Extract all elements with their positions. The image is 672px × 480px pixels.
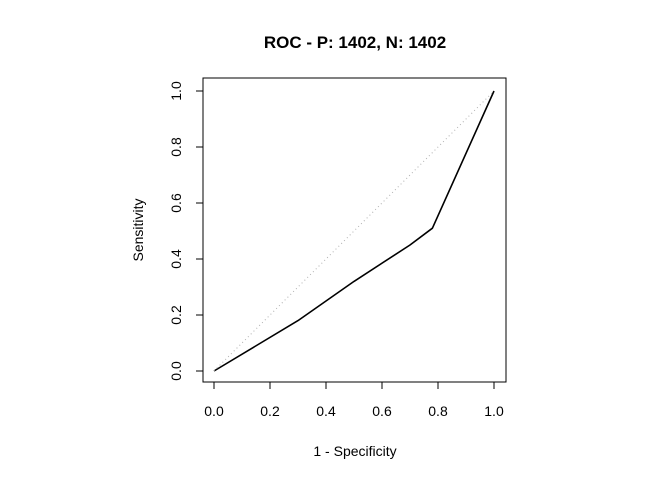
x-tick-label: 1.0 bbox=[484, 403, 504, 419]
y-tick-label: 1.0 bbox=[168, 81, 184, 101]
diagonal-reference-line bbox=[213, 90, 495, 372]
y-axis-label: Sensitivity bbox=[130, 198, 146, 261]
x-axis: 0.0 0.2 0.4 0.6 0.8 1.0 bbox=[204, 381, 504, 419]
roc-curve bbox=[213, 90, 495, 372]
y-tick-label: 0.2 bbox=[168, 305, 184, 325]
chart-title: ROC - P: 1402, N: 1402 bbox=[264, 33, 446, 52]
x-tick-label: 0.4 bbox=[316, 403, 336, 419]
x-tick-label: 0.8 bbox=[428, 403, 448, 419]
y-tick-label: 0.8 bbox=[168, 137, 184, 157]
y-tick-label: 0.4 bbox=[168, 249, 184, 269]
x-tick-label: 0.0 bbox=[204, 403, 224, 419]
x-tick-label: 0.2 bbox=[260, 403, 280, 419]
y-axis: 0.0 0.2 0.4 0.6 0.8 1.0 bbox=[168, 81, 204, 381]
series-layer bbox=[213, 90, 495, 372]
y-tick-label: 0.6 bbox=[168, 193, 184, 213]
x-tick-label: 0.6 bbox=[372, 403, 392, 419]
y-tick-label: 0.0 bbox=[168, 361, 184, 381]
x-axis-label: 1 - Specificity bbox=[313, 443, 396, 459]
